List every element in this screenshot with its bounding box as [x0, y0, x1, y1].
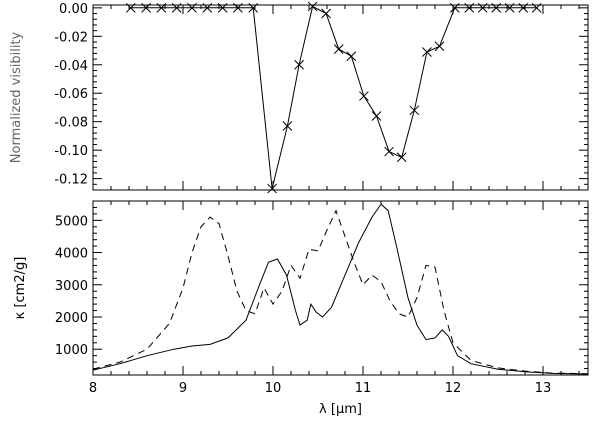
x-tick-label: 8: [89, 381, 97, 396]
y-tick-label: 4000: [55, 247, 88, 262]
marker-stroke: [202, 2, 213, 13]
marker-stroke: [491, 2, 502, 13]
data-point-marker: [125, 2, 136, 13]
plot-frame: [92, 200, 589, 376]
marker-stroke: [464, 2, 475, 13]
data-point-marker: [141, 2, 151, 13]
data-point-marker: [156, 2, 167, 13]
data-point-marker: [171, 2, 182, 13]
plot-frame: [92, 4, 589, 191]
marker-stroke: [531, 2, 542, 13]
data-point-marker: [371, 111, 382, 121]
data-point-marker: [282, 121, 293, 131]
data-point-marker: [346, 51, 357, 62]
data-point-marker: [321, 8, 331, 19]
y-tick-label: 0.00: [59, 2, 88, 17]
data-point-marker: [434, 41, 445, 52]
data-point-marker: [248, 2, 259, 13]
data-point-marker: [359, 91, 369, 101]
solid-series-line: [93, 203, 588, 375]
data-point-marker: [294, 59, 304, 70]
x-tick-label: 9: [179, 381, 187, 396]
marker-stroke: [409, 105, 420, 116]
marker-stroke: [477, 2, 488, 13]
y-axis-title: Normalized visibility: [9, 31, 24, 163]
marker-stroke: [449, 2, 460, 13]
solid-series-line: [130, 5, 537, 189]
marker-stroke: [359, 91, 369, 101]
data-point-marker: [464, 2, 475, 13]
opacity-panel: 8 9 10 11 12 13 1000 2000 3000 4000 5000 κ [cm2/g] λ…: [13, 200, 589, 417]
y-tick-label: -0.02: [54, 30, 88, 45]
marker-stroke: [267, 183, 277, 194]
y-tick-label: 3000: [55, 279, 88, 294]
x-tick-label: 10: [265, 381, 282, 396]
data-point-marker: [187, 2, 197, 13]
data-point-marker: [202, 2, 213, 13]
data-point-marker: [449, 2, 460, 13]
marker-stroke: [141, 2, 151, 13]
x-axis-title: λ [μm]: [319, 402, 362, 417]
y-tick-label: -0.04: [54, 59, 88, 74]
data-point-marker: [491, 2, 502, 13]
data-point-marker: [409, 105, 420, 116]
marker-stroke: [282, 121, 293, 131]
y-tick-label: -0.12: [54, 173, 88, 188]
y-tick-label: 1000: [55, 343, 88, 358]
x-tick-label: 12: [445, 381, 462, 396]
marker-stroke: [248, 2, 259, 13]
marker-stroke: [333, 44, 344, 54]
marker-stroke: [125, 2, 136, 13]
y-axis-title: κ [cm2/g]: [13, 257, 28, 320]
marker-stroke: [321, 8, 331, 19]
marker-stroke: [346, 51, 357, 62]
marker-stroke: [156, 2, 167, 13]
marker-stroke: [233, 2, 243, 13]
data-point-marker: [422, 47, 432, 57]
marker-stroke: [504, 2, 515, 13]
data-point-marker: [333, 44, 344, 54]
marker-stroke: [187, 2, 197, 13]
data-point-marker: [217, 2, 228, 13]
marker-stroke: [294, 59, 304, 70]
marker-stroke: [518, 2, 529, 13]
x-tick-label: 11: [355, 381, 372, 396]
data-point-marker: [267, 183, 277, 194]
marker-stroke: [384, 146, 394, 157]
dashed-series-line: [93, 209, 588, 375]
visibility-panel: 0.00 -0.02 -0.04 -0.06 -0.08 -0.10 -0.12 Normal…: [9, 1, 589, 194]
x-tick-label: 13: [535, 381, 552, 396]
y-tick-label: -0.08: [54, 116, 88, 131]
marker-stroke: [422, 47, 432, 57]
y-tick-label: 2000: [55, 311, 88, 326]
marker-stroke: [396, 152, 407, 163]
data-point-marker: [504, 2, 515, 13]
y-tick-label: -0.10: [54, 144, 88, 159]
y-tick-label: 5000: [55, 214, 88, 229]
data-point-marker: [518, 2, 529, 13]
marker-stroke: [307, 1, 318, 12]
data-point-marker: [396, 152, 407, 163]
marker-stroke: [171, 2, 182, 13]
data-point-marker: [477, 2, 488, 13]
y-tick-label: -0.06: [54, 87, 88, 102]
data-point-marker: [233, 2, 243, 13]
marker-stroke: [434, 41, 445, 52]
data-point-marker: [307, 1, 318, 12]
marker-stroke: [371, 111, 382, 121]
marker-stroke: [217, 2, 228, 13]
data-point-marker: [531, 2, 542, 13]
data-point-marker: [384, 146, 394, 157]
